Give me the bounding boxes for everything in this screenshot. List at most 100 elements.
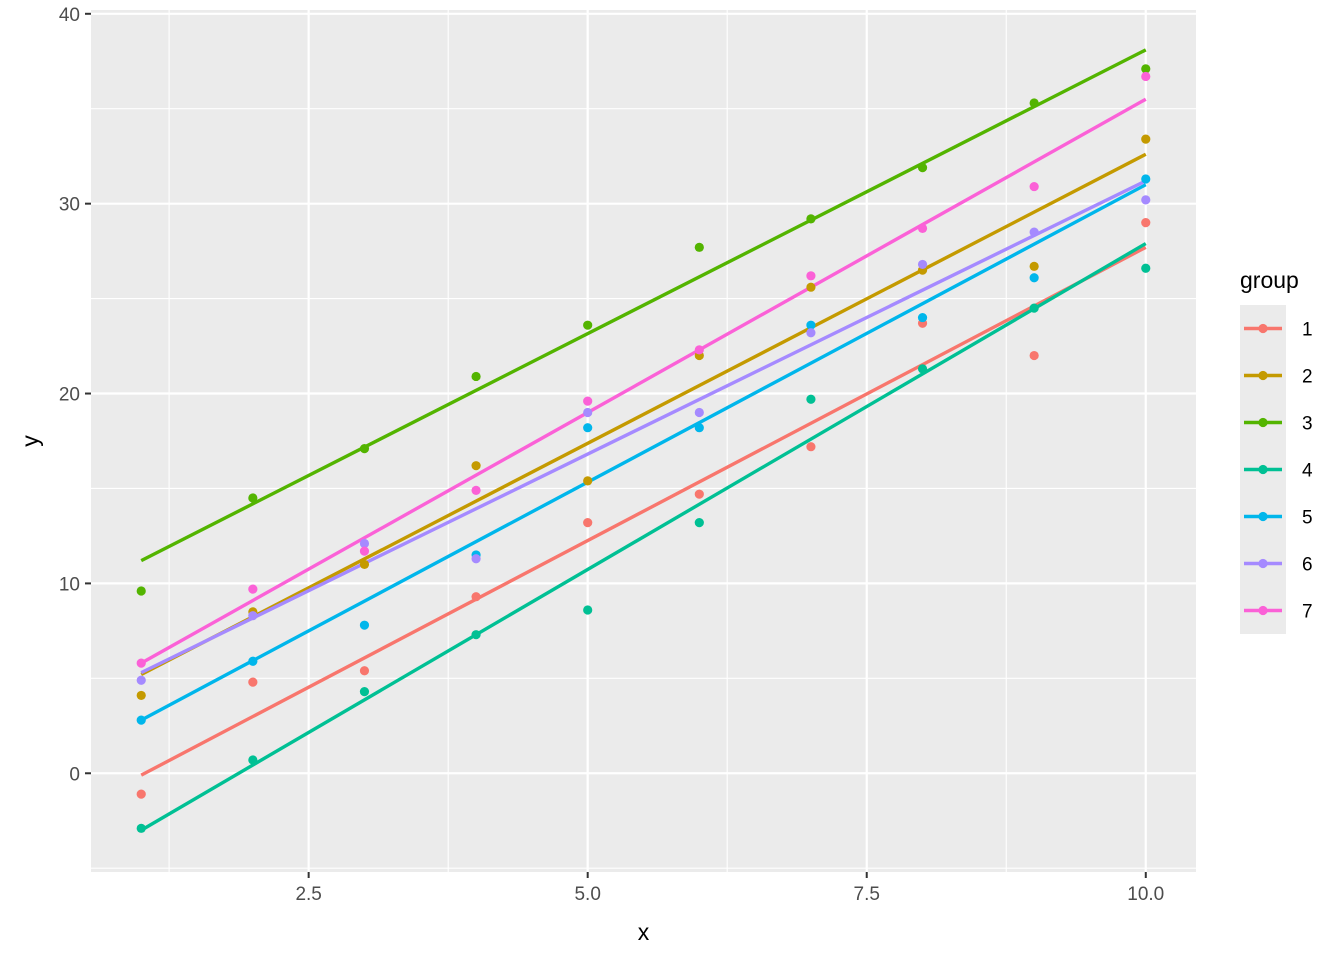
legend-title: group	[1240, 267, 1299, 293]
data-point-group-6	[471, 554, 481, 564]
data-point-group-6	[1141, 195, 1151, 205]
x-axis-title: x	[638, 919, 650, 945]
legend-key-point	[1258, 417, 1268, 428]
y-tick-label: 30	[59, 195, 80, 216]
legend: group 1 2 3 4 5 6 7	[1240, 267, 1313, 634]
legend-key-point	[1258, 511, 1268, 522]
data-point-group-7	[1029, 181, 1039, 192]
data-point-group-5	[136, 715, 146, 725]
legend-item-label: 5	[1302, 508, 1313, 529]
y-axis-title: y	[17, 435, 43, 447]
data-point-group-4	[806, 394, 816, 404]
data-point-group-3	[1029, 98, 1039, 108]
data-point-group-6	[917, 259, 928, 270]
data-point-group-4	[136, 823, 146, 833]
legend-item-group-3: 3	[1244, 414, 1313, 435]
data-point-group-4	[917, 364, 928, 374]
data-point-group-6	[1029, 227, 1039, 237]
legend-key-point	[1258, 558, 1268, 569]
data-point-group-2	[136, 690, 146, 701]
data-point-group-1	[1029, 350, 1039, 361]
legend-key-point	[1258, 370, 1268, 381]
data-point-group-1	[471, 592, 481, 602]
data-point-group-1	[583, 518, 593, 528]
trend-line-group-5	[140, 183, 1147, 722]
y-tick-label: 40	[59, 5, 80, 26]
legend-item-group-5: 5	[1244, 508, 1313, 529]
data-point-group-5	[583, 423, 593, 433]
data-point-group-6	[248, 611, 258, 621]
data-point-group-2	[583, 476, 593, 486]
data-point-group-3	[694, 242, 704, 252]
minor-grid	[91, 10, 1196, 872]
data-point-group-2	[359, 559, 370, 570]
legend-item-label: 6	[1302, 555, 1313, 576]
legend-key-point	[1258, 464, 1268, 475]
data-point-group-6	[359, 538, 370, 549]
y-tick-label: 10	[59, 574, 80, 595]
data-point-group-3	[136, 586, 146, 596]
trend-line-group-2	[140, 152, 1147, 677]
data-point-group-5	[248, 656, 258, 666]
trend-line-group-6	[140, 179, 1147, 675]
x-tick-label: 5.0	[574, 884, 600, 905]
legend-item-label: 3	[1302, 414, 1313, 435]
data-point-group-4	[694, 518, 704, 528]
data-point-group-3	[248, 493, 258, 503]
y-tick-label: 0	[69, 764, 80, 785]
data-point-group-1	[359, 666, 370, 676]
data-point-group-5	[917, 312, 928, 323]
plot-panel	[91, 10, 1196, 872]
data-point-group-5	[694, 423, 704, 433]
y-axis: 0 10 20 30 40	[59, 5, 91, 785]
legend-item-group-1: 1	[1244, 320, 1313, 341]
data-point-group-5	[1029, 273, 1039, 283]
data-point-group-3	[471, 371, 481, 382]
data-point-group-1	[806, 442, 816, 452]
data-point-group-5	[1141, 174, 1151, 184]
data-point-group-6	[694, 407, 704, 418]
data-point-group-7	[806, 271, 816, 281]
legend-items: 1 2 3 4 5 6 7	[1244, 320, 1313, 623]
data-point-group-7	[1141, 71, 1151, 82]
data-point-group-7	[136, 658, 146, 668]
data-point-group-3	[917, 162, 928, 173]
legend-item-group-4: 4	[1244, 461, 1313, 482]
data-point-group-6	[136, 675, 146, 685]
data-point-group-7	[471, 485, 481, 495]
data-point-group-3	[1141, 64, 1151, 74]
x-tick-label: 2.5	[295, 884, 321, 905]
major-grid	[91, 10, 1196, 872]
data-point-group-4	[471, 630, 481, 640]
trend-line-group-3	[140, 48, 1147, 563]
legend-item-group-7: 7	[1244, 602, 1313, 623]
data-point-group-7	[694, 345, 704, 355]
trend-line-group-7	[140, 97, 1147, 665]
legend-item-label: 2	[1302, 367, 1313, 388]
data-point-group-2	[1141, 134, 1151, 144]
data-point-group-1	[136, 789, 146, 799]
y-tick-label: 20	[59, 385, 80, 406]
data-point-group-3	[806, 214, 816, 224]
data-point-group-2	[471, 461, 481, 471]
trend-lines	[140, 48, 1147, 832]
data-point-group-1	[694, 489, 704, 499]
legend-item-label: 7	[1302, 602, 1313, 623]
x-axis: 2.5 5.0 7.5 10.0	[295, 872, 1164, 905]
legend-key-point	[1258, 605, 1268, 616]
data-point-group-2	[1029, 261, 1039, 271]
legend-item-label: 1	[1302, 320, 1313, 341]
legend-item-label: 4	[1302, 461, 1313, 482]
data-point-group-7	[583, 396, 593, 406]
data-point-group-6	[806, 328, 816, 338]
data-point-group-7	[248, 584, 258, 594]
data-point-group-5	[806, 320, 816, 330]
data-point-group-4	[248, 755, 258, 765]
data-point-group-4	[1029, 303, 1039, 313]
legend-key-point	[1258, 323, 1268, 334]
data-point-group-6	[583, 407, 593, 418]
data-points	[136, 64, 1151, 833]
data-point-group-2	[806, 282, 816, 292]
trend-line-group-1	[140, 245, 1147, 777]
